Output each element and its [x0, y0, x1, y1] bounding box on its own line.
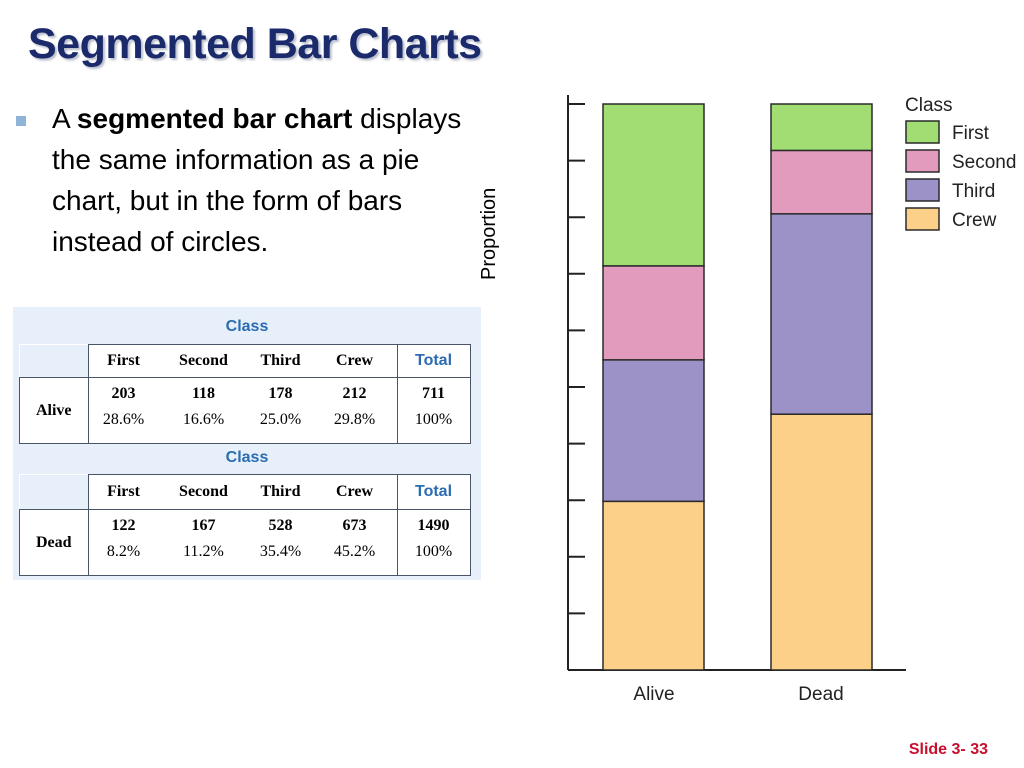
bullet-text-rest: displays the same information as a pie c…: [52, 103, 462, 257]
bullet-text: A segmented bar chart displays the same …: [52, 98, 472, 262]
bar-segment-dead-first: [770, 103, 873, 152]
cell-total: 1490 100%: [396, 509, 471, 576]
cell-crew: 212 29.8%: [312, 377, 397, 444]
percent-value: 28.6%: [102, 411, 145, 428]
percent-value: 35.4%: [259, 543, 302, 560]
bullet-text-term: segmented bar chart: [76, 103, 353, 134]
header-first: First: [87, 344, 159, 378]
legend-label-third: Third: [952, 181, 995, 202]
percent-value: 16.6%: [182, 411, 225, 428]
slide-number: Slide 3- 33: [908, 741, 988, 758]
percent-value: 25.0%: [259, 411, 302, 428]
percent-value: 100%: [414, 543, 453, 560]
bar-segment-dead-crew: [770, 413, 873, 671]
header-total: Total: [396, 344, 471, 378]
count-value: 167: [191, 517, 216, 534]
header-third: Third: [248, 474, 313, 510]
count-value: 711: [421, 385, 446, 402]
bar-segment-dead-second: [770, 149, 873, 215]
count-value: 122: [111, 517, 136, 534]
bar-segment-dead-third: [770, 213, 873, 415]
count-value: 1490: [417, 517, 450, 534]
legend-label-first: First: [952, 123, 990, 144]
bullet-marker: [16, 116, 26, 126]
percent-value: 29.8%: [333, 411, 376, 428]
percent-value: 8.2%: [106, 543, 141, 560]
legend-label-second: Second: [952, 152, 1016, 173]
percent-value: 45.2%: [333, 543, 376, 560]
alive-table: First Second Third Crew Total Alive 203 2…: [19, 344, 471, 444]
count-value: 203: [111, 385, 136, 402]
count-value: 673: [342, 517, 367, 534]
bar-segment-alive-third: [602, 359, 705, 503]
class-header: Class: [225, 449, 269, 466]
x-tick-label: Alive: [633, 684, 674, 705]
cell-second: 167 11.2%: [158, 509, 249, 576]
bullet-text-start: A: [52, 103, 77, 134]
dead-table: First Second Third Crew Total Dead 122 8.…: [19, 474, 471, 576]
count-value: 118: [191, 385, 216, 402]
slide-title: Segmented Bar Charts: [28, 20, 482, 68]
count-value: 178: [268, 385, 293, 402]
legend-label-crew: Crew: [952, 210, 997, 231]
legend-swatch-first: [905, 120, 940, 144]
legend-title: Class: [905, 95, 953, 116]
legend-swatch-crew: [905, 207, 940, 231]
bar-segment-alive-first: [602, 103, 705, 267]
count-value: 528: [268, 517, 293, 534]
header-second: Second: [158, 474, 249, 510]
x-tick-label: Dead: [798, 684, 843, 705]
legend-swatch-third: [905, 178, 940, 202]
header-crew: Crew: [312, 474, 397, 510]
count-value: 212: [342, 385, 367, 402]
cell-first: 122 8.2%: [87, 509, 159, 576]
percent-value: 100%: [414, 411, 453, 428]
cell-third: 178 25.0%: [248, 377, 313, 444]
cell-total: 711 100%: [396, 377, 471, 444]
bar-segment-alive-second: [602, 265, 705, 361]
row-label-alive: Alive: [19, 377, 89, 444]
cell-second: 118 16.6%: [158, 377, 249, 444]
row-label-dead: Dead: [19, 509, 89, 576]
dead-table-block: Class First Second Third Crew Total Dead…: [13, 447, 481, 580]
class-header: Class: [225, 318, 269, 335]
header-crew: Crew: [312, 344, 397, 378]
alive-table-block: Class First Second Third Crew Total Aliv…: [13, 307, 481, 447]
header-first: First: [87, 474, 159, 510]
percent-value: 11.2%: [183, 543, 224, 560]
legend-swatch-second: [905, 149, 940, 173]
cell-third: 528 35.4%: [248, 509, 313, 576]
header-second: Second: [158, 344, 249, 378]
cell-first: 203 28.6%: [87, 377, 159, 444]
bar-segment-alive-crew: [602, 500, 705, 671]
cell-crew: 673 45.2%: [312, 509, 397, 576]
